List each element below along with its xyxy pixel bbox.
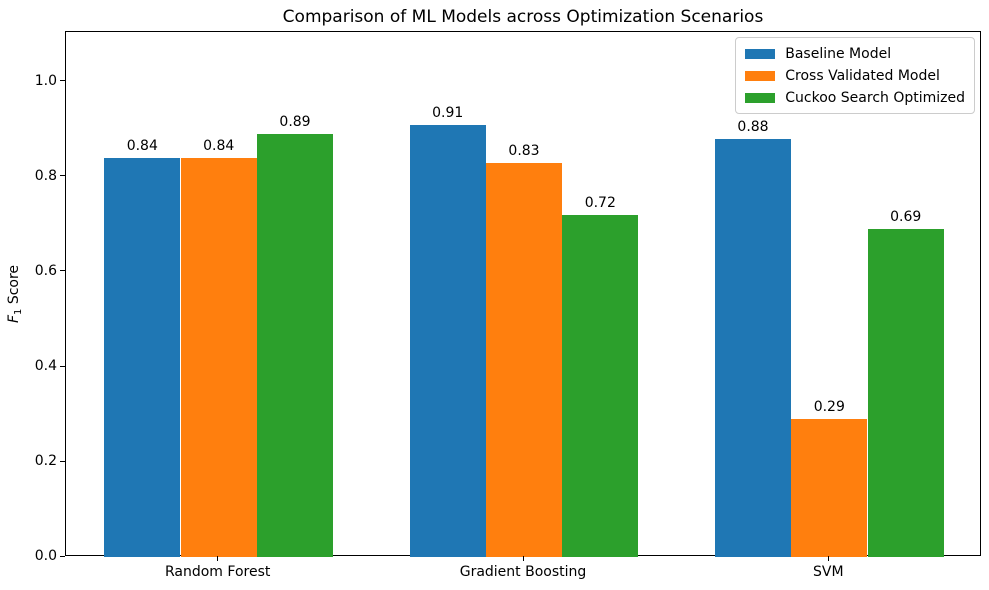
x-tick-mark xyxy=(217,556,219,561)
bar-baseline-model-svm xyxy=(714,138,792,557)
bar-cuckoo-search-optimized-random-forest xyxy=(256,134,334,557)
y-tick-label: 0.8 xyxy=(34,167,57,184)
y-tick-label: 0.0 xyxy=(34,548,57,564)
y-tick-mark xyxy=(60,460,65,462)
bar-value-label-baseline-model-random-forest: 0.84 xyxy=(126,137,158,154)
bar-baseline-model-gradient-boosting xyxy=(409,124,486,557)
x-tick-label-svm: SVM xyxy=(813,564,844,580)
bar-cross-validated-model-gradient-boosting xyxy=(485,162,563,557)
x-tick-label-gradient-boosting: Gradient Boosting xyxy=(459,564,587,580)
y-tick-mark xyxy=(60,365,65,367)
bar-cross-validated-model-svm xyxy=(791,419,868,557)
bar-cuckoo-search-optimized-gradient-boosting xyxy=(562,214,639,557)
x-tick-mark xyxy=(522,556,524,561)
legend-label-cross-validated-model: Cross Validated Model xyxy=(785,67,940,84)
legend-swatch-baseline-model xyxy=(745,48,776,59)
bar-value-label-cross-validated-model-gradient-boosting: 0.83 xyxy=(508,142,540,159)
y-tick-mark xyxy=(60,270,65,272)
y-tick-mark xyxy=(60,555,65,557)
legend-swatch-cross-validated-model xyxy=(745,70,776,81)
bar-value-label-baseline-model-svm: 0.88 xyxy=(737,118,769,135)
legend-label-cuckoo-search-optimized: Cuckoo Search Optimized xyxy=(785,89,965,106)
y-axis-label-f: F xyxy=(6,314,23,323)
y-tick-label: 0.2 xyxy=(34,453,57,469)
x-tick-mark xyxy=(827,556,829,561)
bar-value-label-cross-validated-model-random-forest: 0.84 xyxy=(203,137,235,154)
y-axis-label-sub: 1 xyxy=(13,308,25,315)
legend-entry-cuckoo-search-optimized: Cuckoo Search Optimized xyxy=(745,88,965,107)
legend-label-baseline-model: Baseline Model xyxy=(785,45,892,62)
chart-title: Comparison of ML Models across Optimizat… xyxy=(282,7,764,27)
bar-value-label-cuckoo-search-optimized-random-forest: 0.89 xyxy=(279,114,311,131)
y-tick-mark xyxy=(60,80,65,82)
legend-swatch-cuckoo-search-optimized xyxy=(745,92,776,103)
legend: Baseline Model Cross Validated Model Cucko… xyxy=(735,37,975,114)
plot-area: 0.84 0.91 0.88 0.84 0.83 0.29 0.89 0.72 0.69 Bas… xyxy=(65,31,981,557)
bar-baseline-model-random-forest xyxy=(104,157,181,557)
bar-value-label-cross-validated-model-svm: 0.29 xyxy=(813,399,845,416)
bar-cross-validated-model-random-forest xyxy=(180,157,257,557)
bar-value-label-cuckoo-search-optimized-gradient-boosting: 0.72 xyxy=(584,194,616,211)
bar-value-label-baseline-model-gradient-boosting: 0.91 xyxy=(432,104,464,121)
legend-entry-baseline-model: Baseline Model xyxy=(745,44,965,63)
y-tick-label: 0.4 xyxy=(34,358,57,374)
y-axis-label-wrap: F1 Score xyxy=(0,31,30,556)
y-tick-mark xyxy=(60,175,65,177)
y-tick-label: 1.0 xyxy=(34,72,57,89)
legend-entry-cross-validated-model: Cross Validated Model xyxy=(745,66,965,85)
x-tick-label-random-forest: Random Forest xyxy=(164,564,271,580)
bar-value-label-cuckoo-search-optimized-svm: 0.69 xyxy=(890,209,922,226)
bar-cuckoo-search-optimized-svm xyxy=(867,229,944,557)
y-tick-label: 0.6 xyxy=(34,262,57,279)
